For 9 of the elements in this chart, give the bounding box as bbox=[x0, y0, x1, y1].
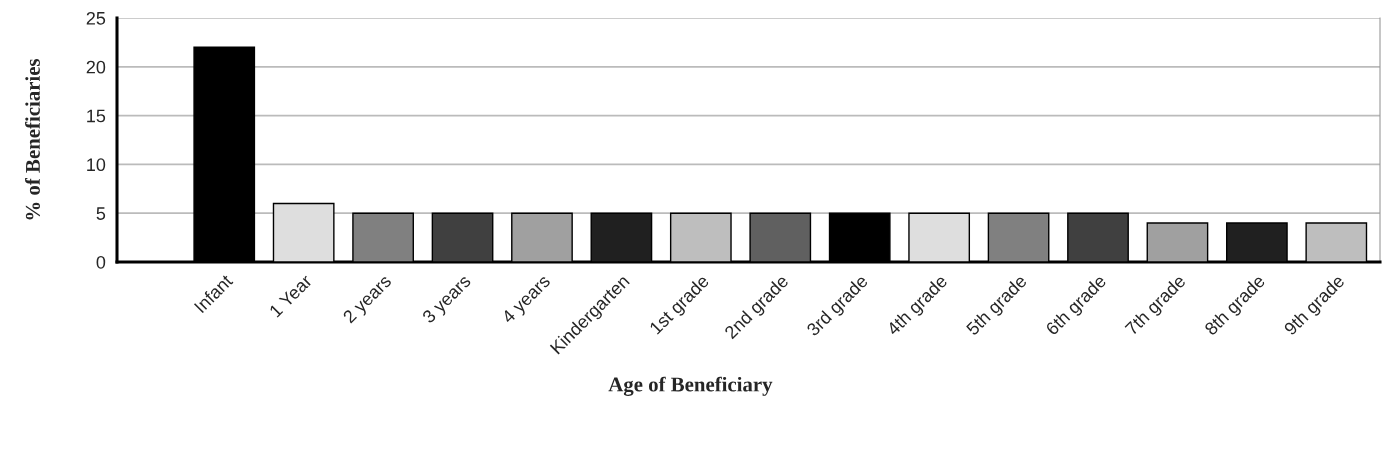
x-tick-label: 1 Year bbox=[268, 273, 313, 318]
y-tick-label: 15 bbox=[87, 109, 106, 123]
x-axis-title: Age of Beneficiary bbox=[608, 376, 773, 396]
y-axis-title: % of Beneficiaries bbox=[25, 58, 40, 220]
y-tick-label: 5 bbox=[96, 207, 106, 220]
y-tick-label: 10 bbox=[87, 158, 106, 172]
y-tick-label: 20 bbox=[86, 60, 106, 74]
y-tick-label: 0 bbox=[96, 255, 106, 269]
y-tick-label: 25 bbox=[86, 11, 106, 25]
